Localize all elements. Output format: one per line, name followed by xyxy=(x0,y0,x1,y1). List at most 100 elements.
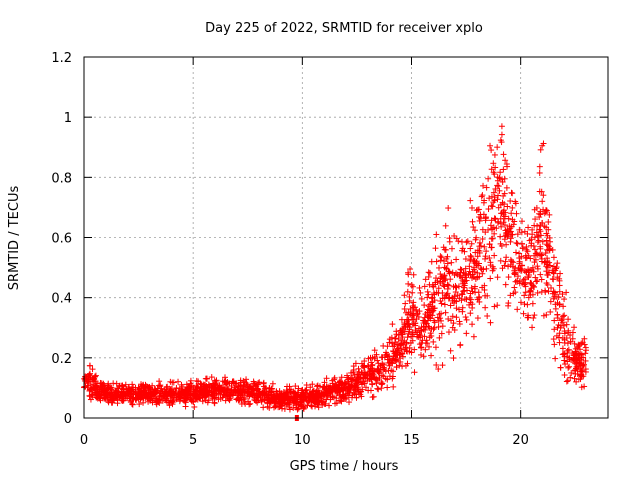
data-point xyxy=(112,389,119,396)
data-point xyxy=(461,282,468,289)
data-point xyxy=(308,391,315,398)
data-point xyxy=(469,218,476,225)
data-point xyxy=(500,166,507,173)
data-point xyxy=(403,347,410,354)
data-point xyxy=(170,390,177,397)
data-point xyxy=(390,383,397,390)
data-point xyxy=(469,204,476,211)
data-point xyxy=(421,283,428,290)
data-point xyxy=(565,316,572,323)
data-point xyxy=(488,166,495,173)
data-point xyxy=(508,189,515,196)
data-point xyxy=(367,367,374,374)
data-point xyxy=(254,399,261,406)
data-point xyxy=(518,229,525,236)
data-point xyxy=(399,363,406,370)
data-point xyxy=(126,386,133,393)
data-point xyxy=(538,252,545,259)
data-point xyxy=(511,284,518,291)
data-point xyxy=(441,301,448,308)
data-point xyxy=(237,394,244,401)
data-point xyxy=(531,206,538,213)
data-point xyxy=(222,374,229,381)
data-point xyxy=(543,268,550,275)
data-point xyxy=(511,271,518,278)
data-point xyxy=(551,341,558,348)
data-point xyxy=(424,294,431,301)
data-point xyxy=(97,379,104,386)
data-point xyxy=(534,263,541,270)
data-point xyxy=(157,383,164,390)
data-point xyxy=(416,341,423,348)
data-point xyxy=(208,391,215,398)
data-point xyxy=(553,264,560,271)
data-point xyxy=(426,334,433,341)
data-point xyxy=(313,391,320,398)
data-point xyxy=(337,378,344,385)
data-point xyxy=(200,381,207,388)
data-point xyxy=(458,247,465,254)
data-point xyxy=(536,226,543,233)
data-point xyxy=(473,234,480,241)
data-point xyxy=(450,355,457,362)
data-point xyxy=(425,343,432,350)
data-point xyxy=(321,386,328,393)
data-point xyxy=(545,226,552,233)
data-point xyxy=(421,302,428,309)
data-point xyxy=(460,278,467,285)
data-point xyxy=(519,245,526,252)
data-point xyxy=(443,291,450,298)
data-point xyxy=(406,344,413,351)
data-point xyxy=(502,281,509,288)
data-point xyxy=(560,303,567,310)
data-point xyxy=(546,247,553,254)
data-point xyxy=(433,362,440,369)
data-point xyxy=(215,383,222,390)
data-point xyxy=(399,334,406,341)
data-point xyxy=(447,276,454,283)
data-point xyxy=(425,291,432,298)
data-point xyxy=(361,380,368,387)
data-point xyxy=(435,285,442,292)
data-point xyxy=(329,380,336,387)
data-point xyxy=(463,330,470,337)
data-point xyxy=(381,354,388,361)
data-point xyxy=(543,207,550,214)
data-point xyxy=(425,269,432,276)
data-point xyxy=(544,261,551,268)
data-point xyxy=(438,317,445,324)
data-point xyxy=(481,197,488,204)
data-point xyxy=(433,231,440,238)
x-tick-label: 10 xyxy=(294,433,311,448)
data-point xyxy=(494,274,501,281)
data-point xyxy=(563,321,570,328)
data-point xyxy=(398,316,405,323)
data-point xyxy=(401,339,408,346)
data-point xyxy=(297,397,304,404)
data-point xyxy=(555,334,562,341)
data-point xyxy=(268,391,275,398)
data-point xyxy=(510,221,517,228)
data-point xyxy=(398,340,405,347)
data-point xyxy=(567,374,574,381)
data-point xyxy=(501,175,508,182)
data-point xyxy=(187,377,194,384)
data-point xyxy=(432,279,439,286)
data-point xyxy=(371,347,378,354)
data-point xyxy=(196,395,203,402)
data-point xyxy=(507,235,514,242)
data-point xyxy=(327,396,334,403)
data-point xyxy=(405,269,412,276)
data-point xyxy=(550,254,557,261)
data-point xyxy=(346,385,353,392)
data-point xyxy=(575,341,582,348)
data-point xyxy=(358,393,365,400)
data-point xyxy=(512,249,519,256)
data-point xyxy=(486,241,493,248)
data-point xyxy=(572,366,579,373)
data-point xyxy=(534,289,541,296)
data-point xyxy=(445,329,452,336)
data-point xyxy=(269,380,276,387)
data-point xyxy=(525,312,532,319)
data-point xyxy=(503,241,510,248)
